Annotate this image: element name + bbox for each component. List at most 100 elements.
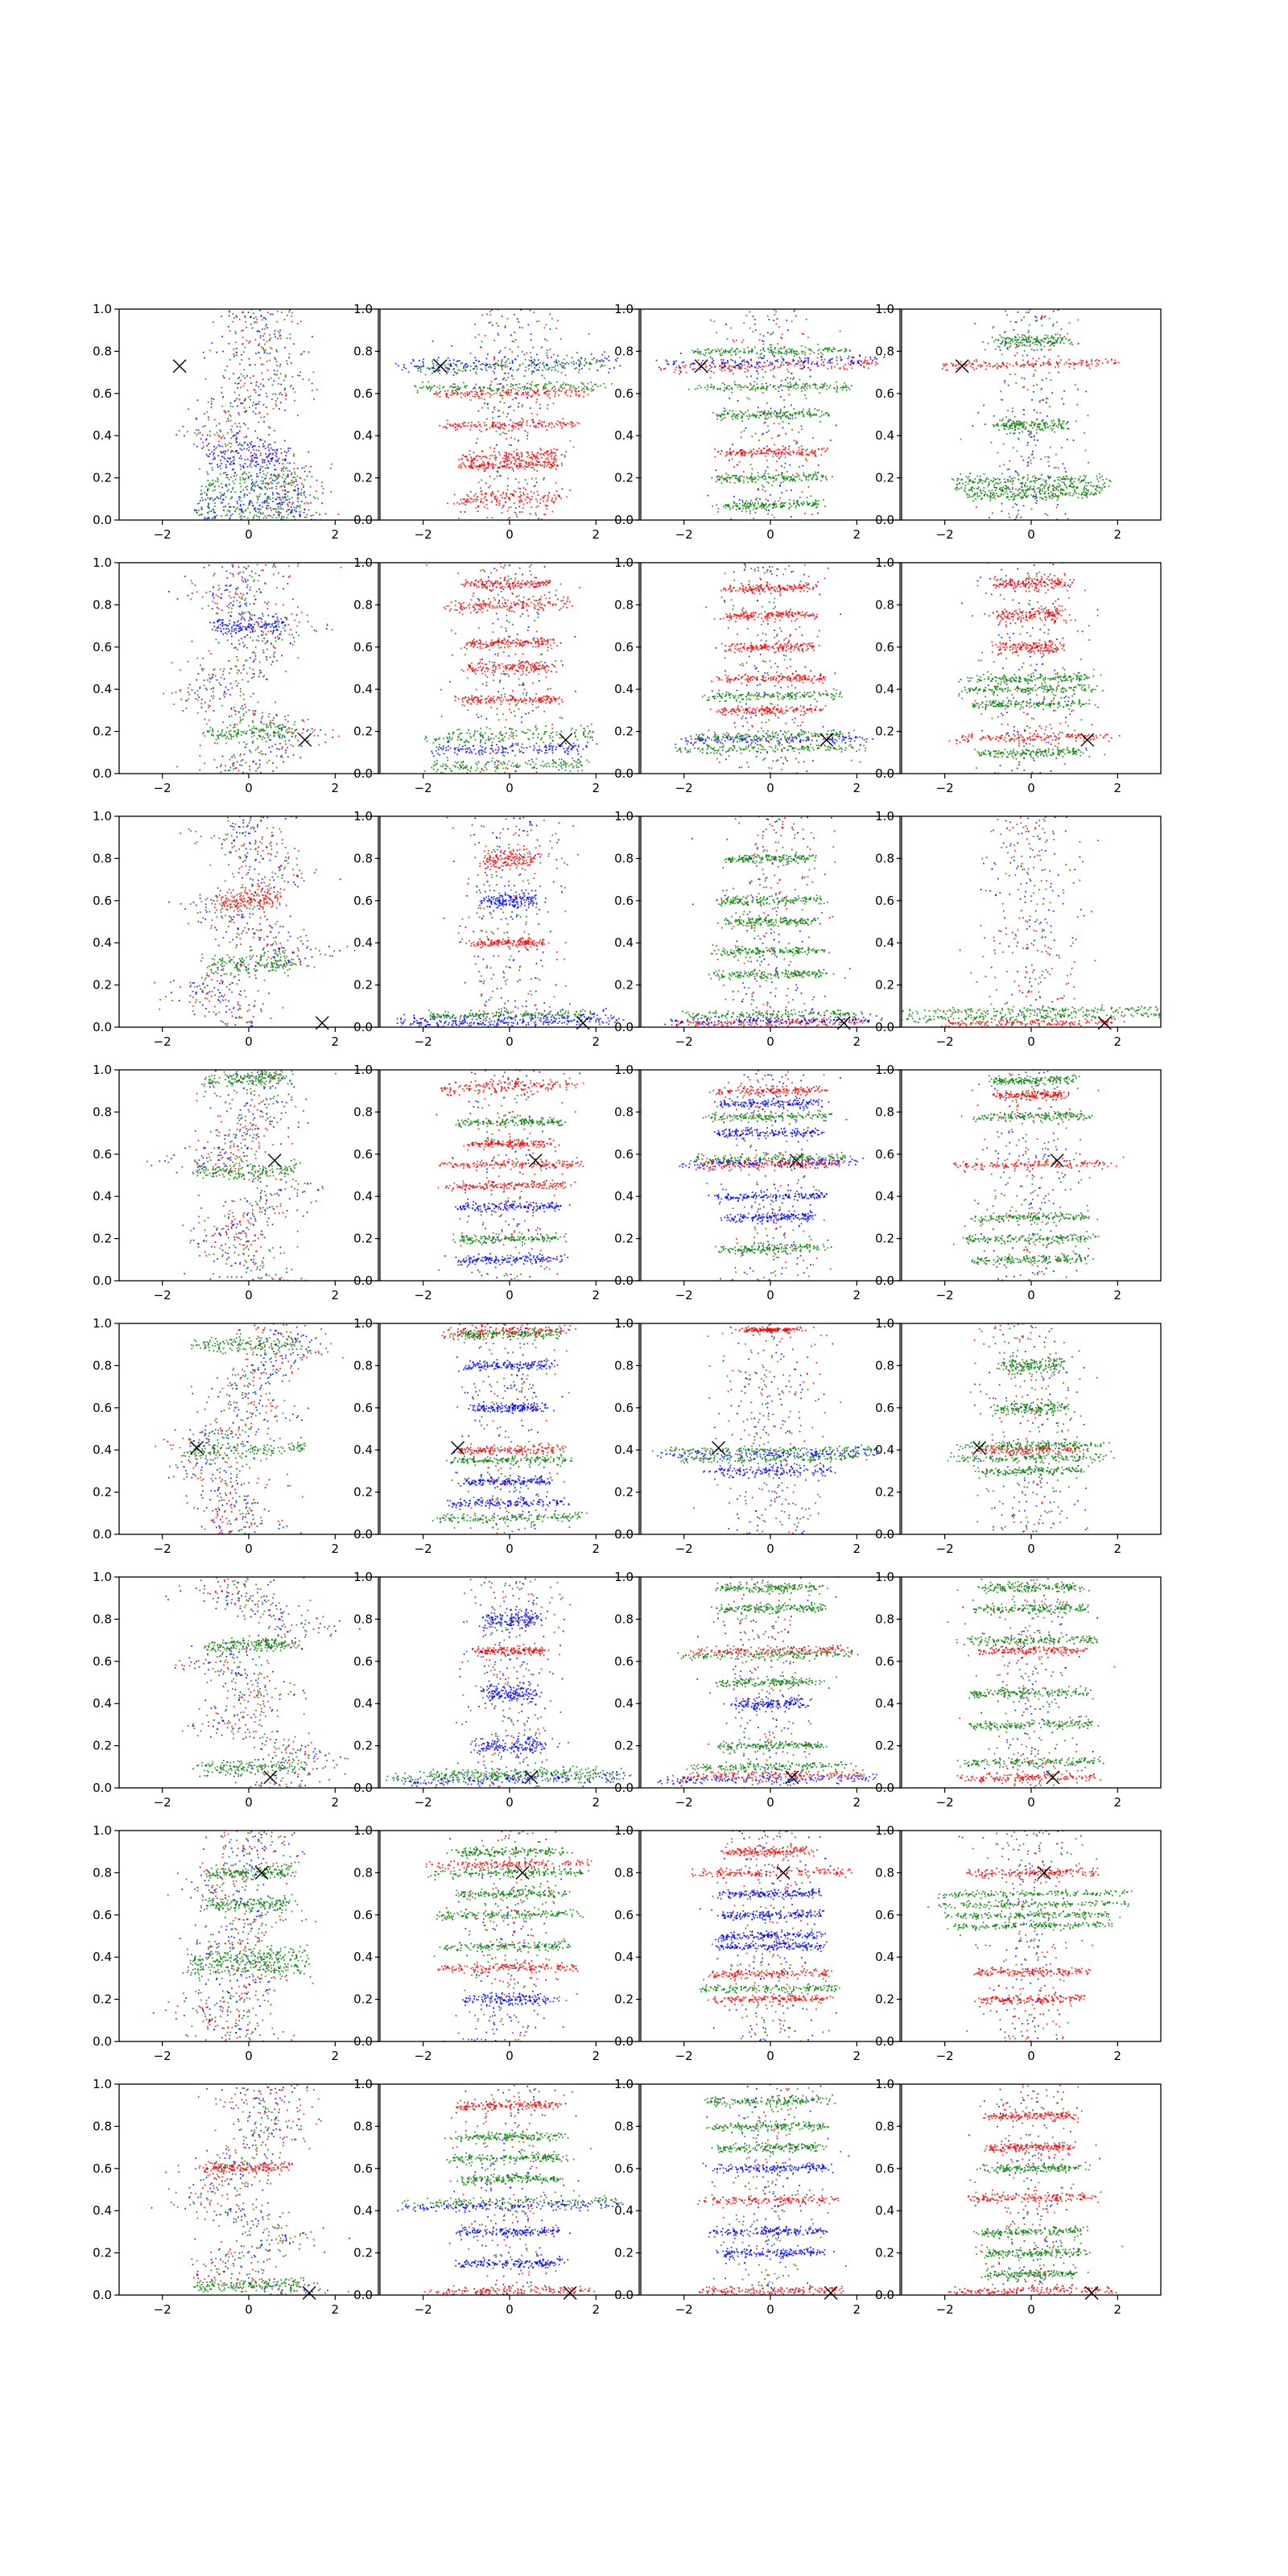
scatter-point — [258, 505, 261, 506]
scatter-point — [807, 336, 809, 339]
scatter-point — [182, 425, 184, 427]
scatter-point — [726, 476, 729, 478]
scatter-point — [481, 431, 482, 432]
scatter-point — [1011, 407, 1013, 410]
scatter-point — [533, 485, 535, 488]
scatter-point — [515, 423, 518, 424]
scatter-point — [270, 313, 271, 316]
scatter-point — [807, 366, 809, 369]
scatter-point — [683, 361, 685, 363]
scatter-point — [269, 487, 270, 489]
scatter-point — [266, 482, 268, 484]
scatter-point — [824, 412, 827, 415]
scatter-point — [755, 366, 757, 369]
scatter-point — [717, 451, 720, 452]
scatter-point — [760, 506, 762, 507]
scatter-point — [789, 499, 791, 501]
scatter-point — [539, 407, 541, 410]
scatter-point — [704, 366, 707, 369]
scatter-point — [796, 476, 798, 478]
scatter-point — [309, 494, 312, 497]
scatter-point — [998, 365, 1001, 367]
scatter-point — [704, 349, 707, 351]
scatter-point — [471, 460, 473, 463]
scatter-point — [242, 478, 245, 481]
scatter-point — [804, 385, 806, 387]
scatter-point — [497, 389, 500, 390]
scatter-point — [1030, 485, 1031, 487]
scatter-point — [227, 418, 229, 420]
scatter-point — [734, 475, 736, 477]
scatter-point — [706, 371, 708, 374]
scatter-point — [1018, 510, 1020, 512]
scatter-point — [1018, 431, 1021, 434]
y-tick-label: 1.0 — [93, 302, 112, 316]
scatter-point — [802, 448, 804, 451]
scatter-point — [1011, 411, 1013, 413]
scatter-point — [543, 377, 546, 379]
scatter-point — [264, 486, 266, 489]
scatter-point — [514, 502, 515, 504]
scatter-point — [460, 467, 462, 469]
scatter-point — [781, 492, 783, 493]
scatter-point — [312, 496, 315, 498]
scatter-point — [487, 460, 489, 463]
scatter-point — [227, 477, 229, 479]
scatter-point — [470, 365, 472, 368]
scatter-point — [485, 362, 487, 365]
scatter-point — [514, 397, 516, 398]
scatter-point — [518, 423, 521, 426]
scatter-point — [493, 457, 496, 460]
scatter-point — [851, 359, 853, 361]
scatter-point — [771, 362, 774, 365]
scatter-point — [601, 353, 604, 356]
scatter-point — [791, 373, 792, 374]
scatter-point — [724, 365, 727, 368]
scatter-point — [263, 459, 266, 461]
scatter-point — [227, 432, 229, 434]
scatter-point — [299, 477, 302, 480]
scatter-point — [548, 423, 550, 424]
scatter-point — [777, 343, 779, 345]
scatter-point — [282, 503, 283, 506]
scatter-point — [782, 427, 784, 429]
scatter-point — [445, 427, 447, 429]
scatter-point — [751, 348, 753, 350]
scatter-point — [741, 415, 743, 417]
scatter-point — [287, 315, 288, 316]
scatter-point — [840, 358, 843, 361]
scatter-point — [208, 482, 211, 485]
scatter-point — [739, 384, 741, 386]
scatter-point — [427, 387, 430, 389]
scatter-point — [539, 419, 540, 422]
scatter-point — [206, 471, 208, 473]
scatter-point — [762, 475, 763, 477]
scatter-point — [222, 395, 224, 398]
scatter-point — [535, 457, 536, 460]
scatter-point — [291, 320, 293, 323]
scatter-point — [737, 386, 739, 388]
scatter-point — [584, 386, 586, 387]
scatter-point — [539, 464, 542, 466]
scatter-point — [439, 369, 441, 372]
scatter-point — [541, 425, 543, 427]
scatter-point — [571, 357, 573, 359]
scatter-point — [522, 351, 523, 353]
scatter-point — [535, 506, 538, 508]
scatter-point — [239, 504, 242, 506]
scatter-point — [1014, 354, 1016, 357]
scatter-point — [464, 464, 466, 467]
scatter-point — [698, 364, 700, 366]
scatter-point — [722, 477, 724, 480]
scatter-point — [275, 358, 277, 360]
scatter-point — [530, 356, 532, 358]
scatter-point — [818, 448, 820, 450]
scatter-point — [772, 350, 774, 353]
scatter-point — [738, 481, 741, 483]
scatter-point — [305, 516, 308, 518]
scatter-point — [488, 462, 490, 464]
scatter-point — [874, 357, 876, 358]
scatter-point — [536, 452, 539, 455]
scatter-point — [728, 366, 730, 369]
scatter-point — [548, 492, 550, 494]
